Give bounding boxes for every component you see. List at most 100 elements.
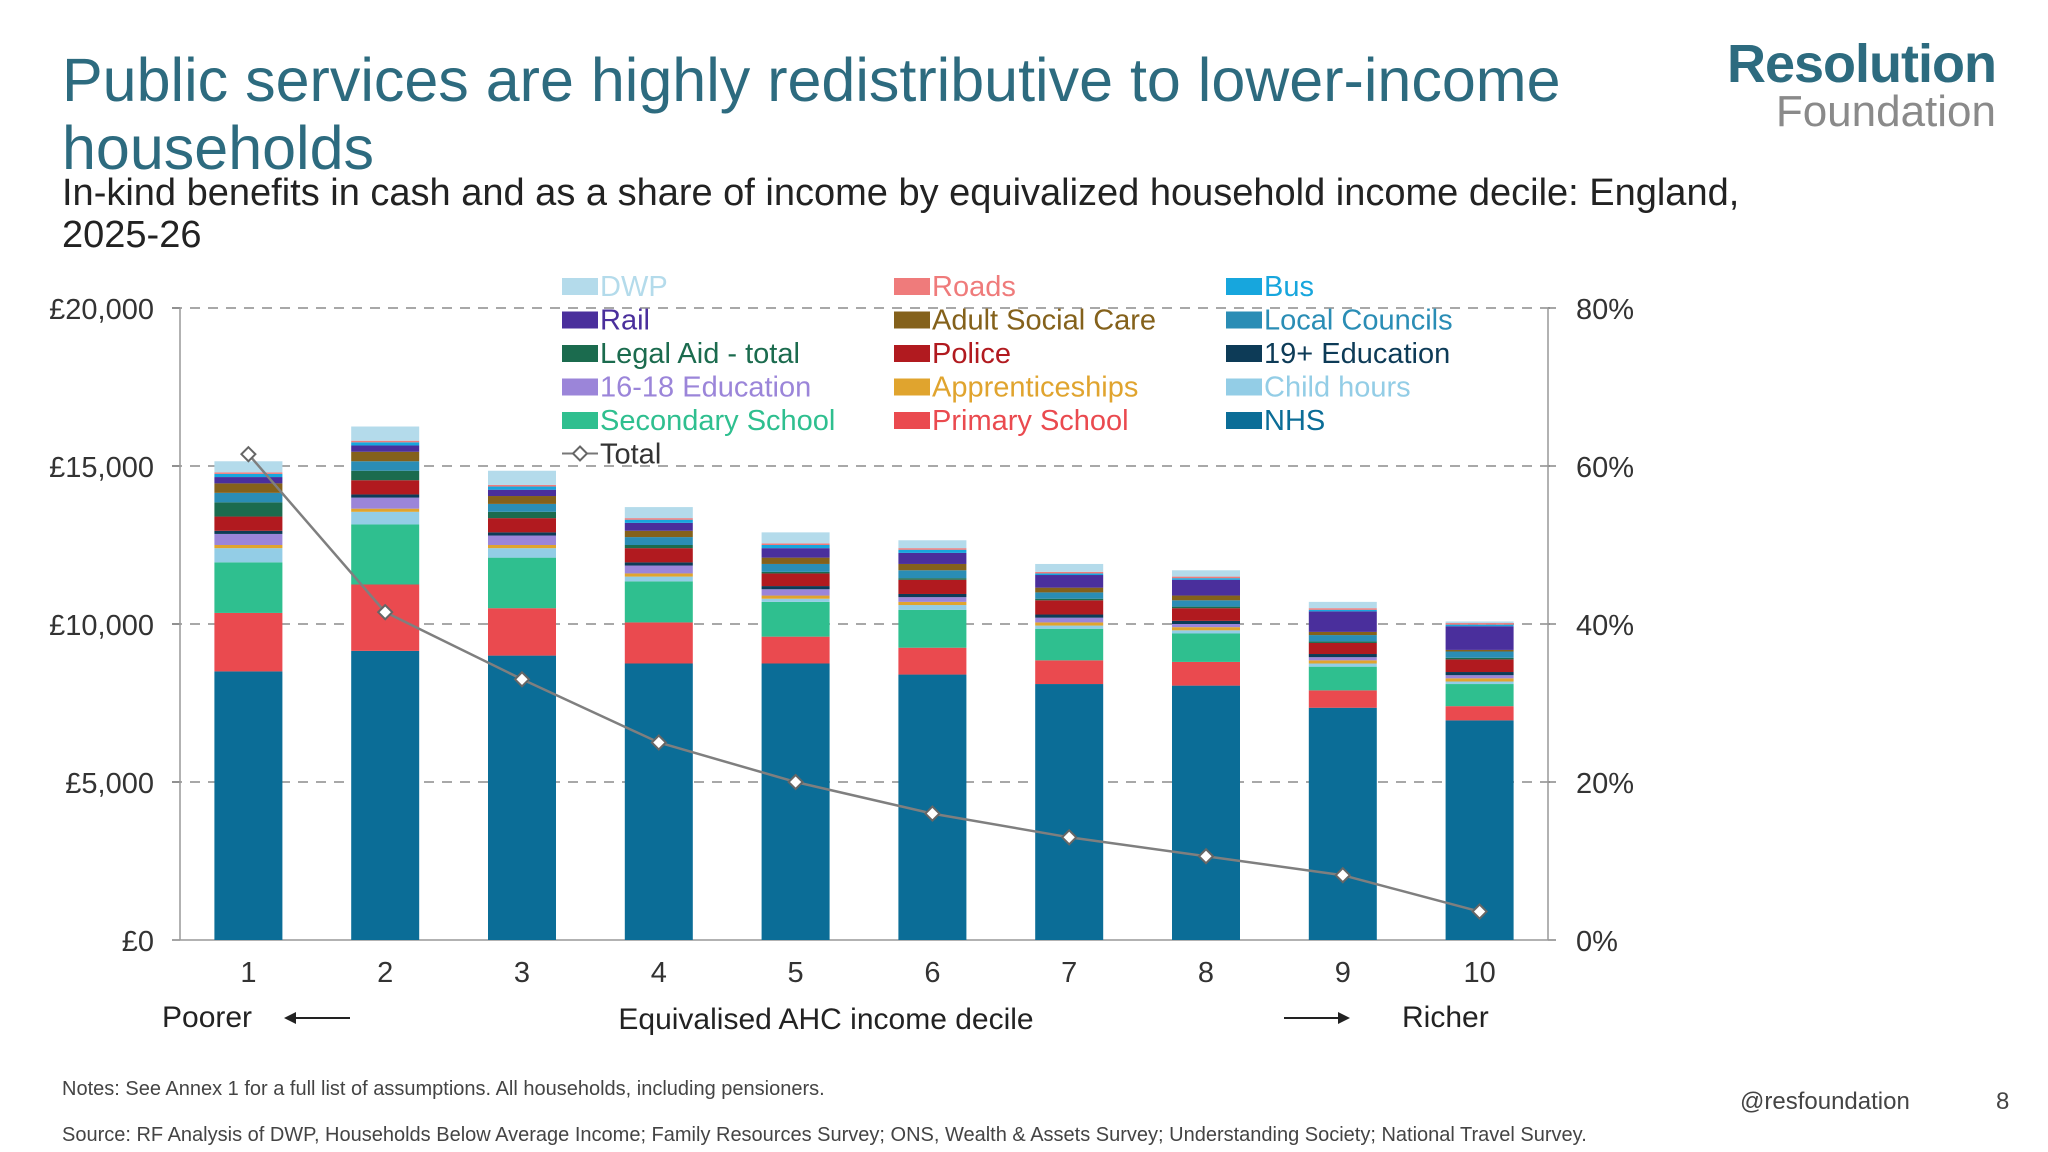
bar-police-decile-5 bbox=[761, 573, 830, 587]
page-title: Public services are highly redistributiv… bbox=[62, 46, 1561, 182]
y-tick-label: £15,000 bbox=[49, 452, 154, 484]
total-point-decile-6 bbox=[923, 805, 941, 823]
bar-legal-aid-total-decile-7 bbox=[1035, 598, 1104, 601]
bar-roads-decile-2 bbox=[351, 440, 420, 443]
legend-bus-label: Bus bbox=[1264, 271, 1314, 303]
bar-bus-decile-4 bbox=[624, 519, 693, 523]
poorer-label: Poorer bbox=[162, 1001, 252, 1034]
bar-bus-decile-8 bbox=[1172, 578, 1240, 580]
twitter-handle: @resfoundation bbox=[1740, 1088, 1910, 1115]
total-point-decile-4 bbox=[650, 734, 668, 751]
legend-roads-swatch bbox=[894, 278, 930, 295]
x-annotations: Equivalised AHC income decile Poorer Riche… bbox=[162, 1001, 1489, 1036]
bar-dwp-decile-5 bbox=[761, 532, 830, 544]
bar-roads-decile-9 bbox=[1308, 608, 1377, 610]
bar-child-hours-decile-1 bbox=[214, 548, 283, 563]
logo-line-2: Foundation bbox=[1775, 87, 1996, 136]
bar-primary-school-decile-10 bbox=[1445, 706, 1514, 721]
y2-tick-label: 60% bbox=[1576, 452, 1634, 484]
poorer-arrow-head bbox=[284, 1012, 296, 1024]
x-tick-label: 8 bbox=[1198, 957, 1214, 989]
bar-child-hours-decile-4 bbox=[624, 576, 693, 582]
bar-rail-decile-7 bbox=[1035, 575, 1104, 588]
bar-apprenticeships-decile-6 bbox=[898, 601, 967, 606]
bar-legal-aid-total-decile-2 bbox=[351, 470, 420, 481]
bar-19-education-decile-10 bbox=[1445, 672, 1514, 676]
chart-subtitle: In-kind benefits in cash and as a share … bbox=[62, 172, 1740, 256]
bar-roads-decile-3 bbox=[488, 484, 556, 487]
bar-19-education-decile-2 bbox=[351, 494, 420, 498]
legend-child-hours-label: Child hours bbox=[1264, 372, 1411, 404]
bar-legal-aid-total-decile-6 bbox=[898, 578, 967, 580]
y-tick-label: £0 bbox=[122, 926, 154, 958]
source-text: Source: RF Analysis of DWP, Households B… bbox=[62, 1124, 1587, 1146]
bar-secondary-school-decile-4 bbox=[624, 581, 693, 623]
bar-legal-aid-total-decile-4 bbox=[624, 545, 693, 549]
richer-arrow-head bbox=[1338, 1012, 1350, 1024]
bar-rail-decile-8 bbox=[1172, 579, 1240, 596]
bar-primary-school-decile-8 bbox=[1172, 661, 1240, 686]
bar-bus-decile-1 bbox=[214, 473, 283, 478]
x-tick-label: 5 bbox=[788, 957, 804, 989]
bar-dwp-decile-7 bbox=[1035, 563, 1104, 572]
bar-16-18-education-decile-4 bbox=[624, 565, 693, 574]
bar-local-councils-decile-3 bbox=[488, 503, 556, 512]
bar-legal-aid-total-decile-9 bbox=[1308, 641, 1377, 643]
bar-adult-social-care-decile-8 bbox=[1172, 595, 1240, 601]
total-point-decile-10 bbox=[1471, 903, 1489, 920]
bar-nhs-decile-1 bbox=[214, 671, 283, 940]
bar-child-hours-decile-10 bbox=[1445, 681, 1514, 685]
bar-secondary-school-decile-5 bbox=[761, 601, 830, 637]
bar-dwp-decile-8 bbox=[1172, 570, 1240, 577]
bar-rail-decile-3 bbox=[488, 489, 556, 497]
legend-roads-label: Roads bbox=[932, 271, 1016, 303]
bar-dwp-decile-3 bbox=[488, 470, 556, 485]
total-line-path bbox=[247, 453, 1480, 913]
legend-19-education-label: 19+ Education bbox=[1264, 338, 1450, 370]
bar-roads-decile-1 bbox=[214, 472, 283, 474]
legend-16-18-education-label: 16-18 Education bbox=[600, 372, 811, 404]
bar-apprenticeships-decile-3 bbox=[488, 545, 556, 549]
bar-police-decile-10 bbox=[1445, 659, 1514, 673]
y2-tick-label: 0% bbox=[1576, 926, 1618, 958]
bar-bus-decile-10 bbox=[1445, 624, 1514, 627]
legend-total-marker bbox=[571, 445, 589, 462]
bar-child-hours-decile-8 bbox=[1172, 630, 1240, 634]
bar-legal-aid-total-decile-5 bbox=[761, 571, 830, 574]
bar-nhs-decile-5 bbox=[761, 663, 830, 940]
bar-apprenticeships-decile-7 bbox=[1035, 622, 1104, 626]
bar-adult-social-care-decile-5 bbox=[761, 557, 830, 564]
bar-secondary-school-decile-8 bbox=[1172, 633, 1240, 662]
bar-16-18-education-decile-10 bbox=[1445, 675, 1514, 679]
bar-local-councils-decile-2 bbox=[351, 461, 420, 471]
legend-local-councils-swatch bbox=[1226, 311, 1262, 329]
page-number: 8 bbox=[1996, 1088, 2010, 1115]
bar-local-councils-decile-7 bbox=[1035, 592, 1104, 599]
bar-local-councils-decile-8 bbox=[1172, 600, 1240, 607]
bar-secondary-school-decile-7 bbox=[1035, 628, 1104, 661]
bar-local-councils-decile-5 bbox=[761, 563, 830, 572]
bar-local-councils-decile-4 bbox=[624, 537, 693, 545]
legend-dwp-swatch bbox=[562, 278, 598, 295]
total-line bbox=[239, 445, 1489, 920]
bar-apprenticeships-decile-9 bbox=[1308, 660, 1377, 664]
bar-rail-decile-9 bbox=[1308, 611, 1377, 632]
bar-19-education-decile-9 bbox=[1308, 654, 1377, 658]
total-point-decile-9 bbox=[1334, 866, 1352, 884]
bar-rail-decile-5 bbox=[761, 548, 830, 558]
notes-text: Notes: See Annex 1 for a full list of as… bbox=[62, 1078, 825, 1100]
legend-adult-social-care-swatch bbox=[894, 311, 930, 329]
logo-line-1: Resolution bbox=[1727, 34, 1997, 94]
bar-dwp-decile-6 bbox=[898, 540, 967, 549]
bar-police-decile-8 bbox=[1172, 608, 1240, 621]
bar-16-18-education-decile-7 bbox=[1035, 617, 1104, 623]
bar-dwp-decile-9 bbox=[1308, 601, 1377, 609]
y-tick-label: £10,000 bbox=[49, 610, 154, 642]
y2-tick-label: 20% bbox=[1576, 768, 1634, 800]
total-point-decile-5 bbox=[787, 773, 805, 791]
bar-police-decile-3 bbox=[488, 518, 556, 533]
legend-local-councils-label: Local Councils bbox=[1264, 305, 1453, 337]
bar-local-councils-decile-1 bbox=[214, 492, 283, 503]
bar-bus-decile-7 bbox=[1035, 573, 1104, 576]
bar-nhs-decile-3 bbox=[488, 655, 556, 940]
